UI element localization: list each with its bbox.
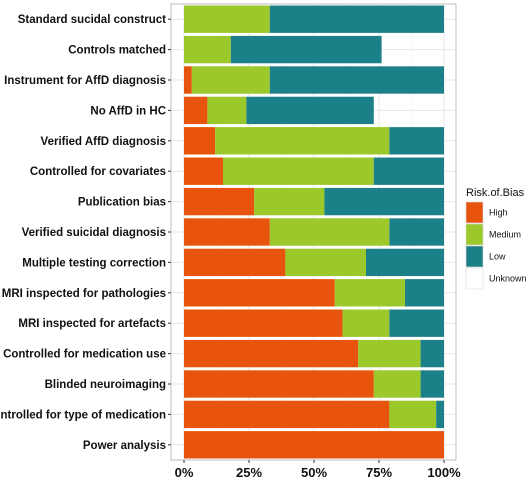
legend-key-medium (465, 223, 484, 246)
legend-label-medium: Medium (489, 230, 521, 240)
bar-low-verified-suicidal-diagnosis (389, 218, 444, 246)
bar-low-mri-inspected-for-pathologies (405, 279, 444, 307)
bar-high-no-affd-in-hc (184, 96, 208, 125)
bars (184, 5, 444, 459)
bar-low-mri-inspected-for-artefacts (389, 309, 444, 337)
y-label-verified-suicidal-diagnosis: Verified suicidal diagnosis (22, 227, 166, 239)
bar-high-multiple-testing-correction (184, 248, 286, 277)
legend-label-low: Low (489, 252, 506, 262)
y-label-mri-inspected-for-pathologies: MRI inspected for pathologies (2, 288, 166, 300)
bar-high-power-analysis (184, 431, 444, 459)
y-label-multiple-testing-correction: Multiple testing correction (22, 257, 166, 269)
bar-medium-verified-affd-diagnosis (215, 127, 390, 155)
bar-high-controlled-for-covariates (184, 157, 223, 185)
bar-low-controlled-for-medication-use (420, 339, 444, 368)
y-label-power-analysis: Power analysis (83, 440, 166, 452)
bar-high-verified-suicidal-diagnosis (184, 218, 270, 246)
bar-high-controlled-for-type-of-medication (184, 400, 390, 429)
y-label-no-affd-in-hc: No AffD in HC (90, 105, 166, 117)
bar-medium-multiple-testing-correction (285, 248, 366, 277)
bar-medium-instrument-for-affd-diagnosis (191, 66, 270, 94)
legend: Risk.of.Bias High Medium Low Unknown (465, 187, 527, 290)
bar-medium-verified-suicidal-diagnosis (269, 218, 390, 246)
legend-key-high (465, 201, 484, 224)
x-tick-label-25: 25% (236, 465, 262, 480)
bar-low-multiple-testing-correction (366, 248, 444, 277)
y-label-instrument-for-affd-diagnosis: Instrument for AffD diagnosis (4, 75, 166, 87)
y-label-controlled-for-medication-use: Controlled for medication use (3, 349, 166, 361)
x-tick-label-50: 50% (301, 465, 327, 480)
x-tick-label-75: 75% (366, 465, 392, 480)
bar-medium-mri-inspected-for-pathologies (334, 279, 405, 307)
x-axis-ticks: 0% 25% 50% 75% 100% (175, 460, 461, 480)
bar-low-blinded-neuroimaging (420, 370, 444, 398)
y-label-controlled-for-covariates: Controlled for covariates (30, 166, 166, 178)
y-axis-labels: Standard sucidal construct Controls match… (0, 14, 171, 452)
bar-low-controlled-for-type-of-medication (436, 400, 444, 429)
bar-low-standard-sucidal-construct (269, 5, 444, 33)
x-tick-label-100: 100% (427, 465, 461, 480)
y-label-controlled-for-type-of-medication: Controlled for type of medication (0, 409, 166, 421)
bar-low-publication-bias (324, 187, 444, 216)
bar-medium-controlled-for-medication-use (358, 339, 421, 368)
bar-high-publication-bias (184, 187, 255, 216)
y-label-standard-sucidal-construct: Standard sucidal construct (18, 14, 166, 26)
x-tick-label-0: 0% (175, 465, 194, 480)
bar-low-no-affd-in-hc (246, 96, 374, 125)
bar-medium-mri-inspected-for-artefacts (342, 309, 390, 337)
legend-label-unknown: Unknown (489, 274, 527, 284)
bar-medium-no-affd-in-hc (207, 96, 247, 125)
bar-high-mri-inspected-for-pathologies (184, 279, 335, 307)
bar-medium-standard-sucidal-construct (184, 5, 270, 33)
bar-low-controlled-for-covariates (373, 157, 444, 185)
bar-high-blinded-neuroimaging (184, 370, 374, 398)
legend-key-unknown (465, 267, 484, 290)
y-label-blinded-neuroimaging: Blinded neuroimaging (45, 379, 166, 391)
bar-low-instrument-for-affd-diagnosis (269, 66, 444, 94)
bar-low-controls-matched (230, 35, 382, 64)
y-label-mri-inspected-for-artefacts: MRI inspected for artefacts (18, 318, 166, 330)
y-label-verified-affd-diagnosis: Verified AffD diagnosis (41, 136, 166, 148)
bar-medium-controlled-for-covariates (223, 157, 374, 185)
bar-high-instrument-for-affd-diagnosis (184, 66, 192, 94)
y-label-controls-matched: Controls matched (68, 45, 166, 57)
legend-title: Risk.of.Bias (466, 187, 525, 199)
bar-low-verified-affd-diagnosis (389, 127, 444, 155)
y-label-publication-bias: Publication bias (78, 197, 166, 209)
legend-label-high: High (489, 208, 508, 218)
bar-medium-controls-matched (184, 35, 231, 64)
bar-medium-publication-bias (254, 187, 325, 216)
bar-high-verified-affd-diagnosis (184, 127, 216, 155)
legend-key-low (465, 245, 484, 268)
bar-medium-controlled-for-type-of-medication (389, 400, 437, 429)
bar-high-controlled-for-medication-use (184, 339, 359, 368)
bar-medium-blinded-neuroimaging (373, 370, 421, 398)
bar-high-mri-inspected-for-artefacts (184, 309, 343, 337)
